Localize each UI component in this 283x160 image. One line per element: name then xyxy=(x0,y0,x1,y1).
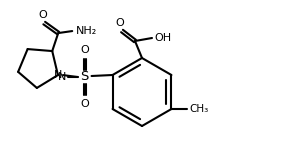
Text: N: N xyxy=(58,72,67,82)
Text: N: N xyxy=(54,70,62,80)
Text: O: O xyxy=(80,45,89,55)
Text: CH₃: CH₃ xyxy=(189,104,209,114)
Text: O: O xyxy=(39,10,48,20)
Text: NH₂: NH₂ xyxy=(76,26,97,36)
Text: O: O xyxy=(116,18,124,28)
Text: OH: OH xyxy=(154,33,171,43)
Text: S: S xyxy=(80,71,89,84)
Text: O: O xyxy=(80,99,89,109)
